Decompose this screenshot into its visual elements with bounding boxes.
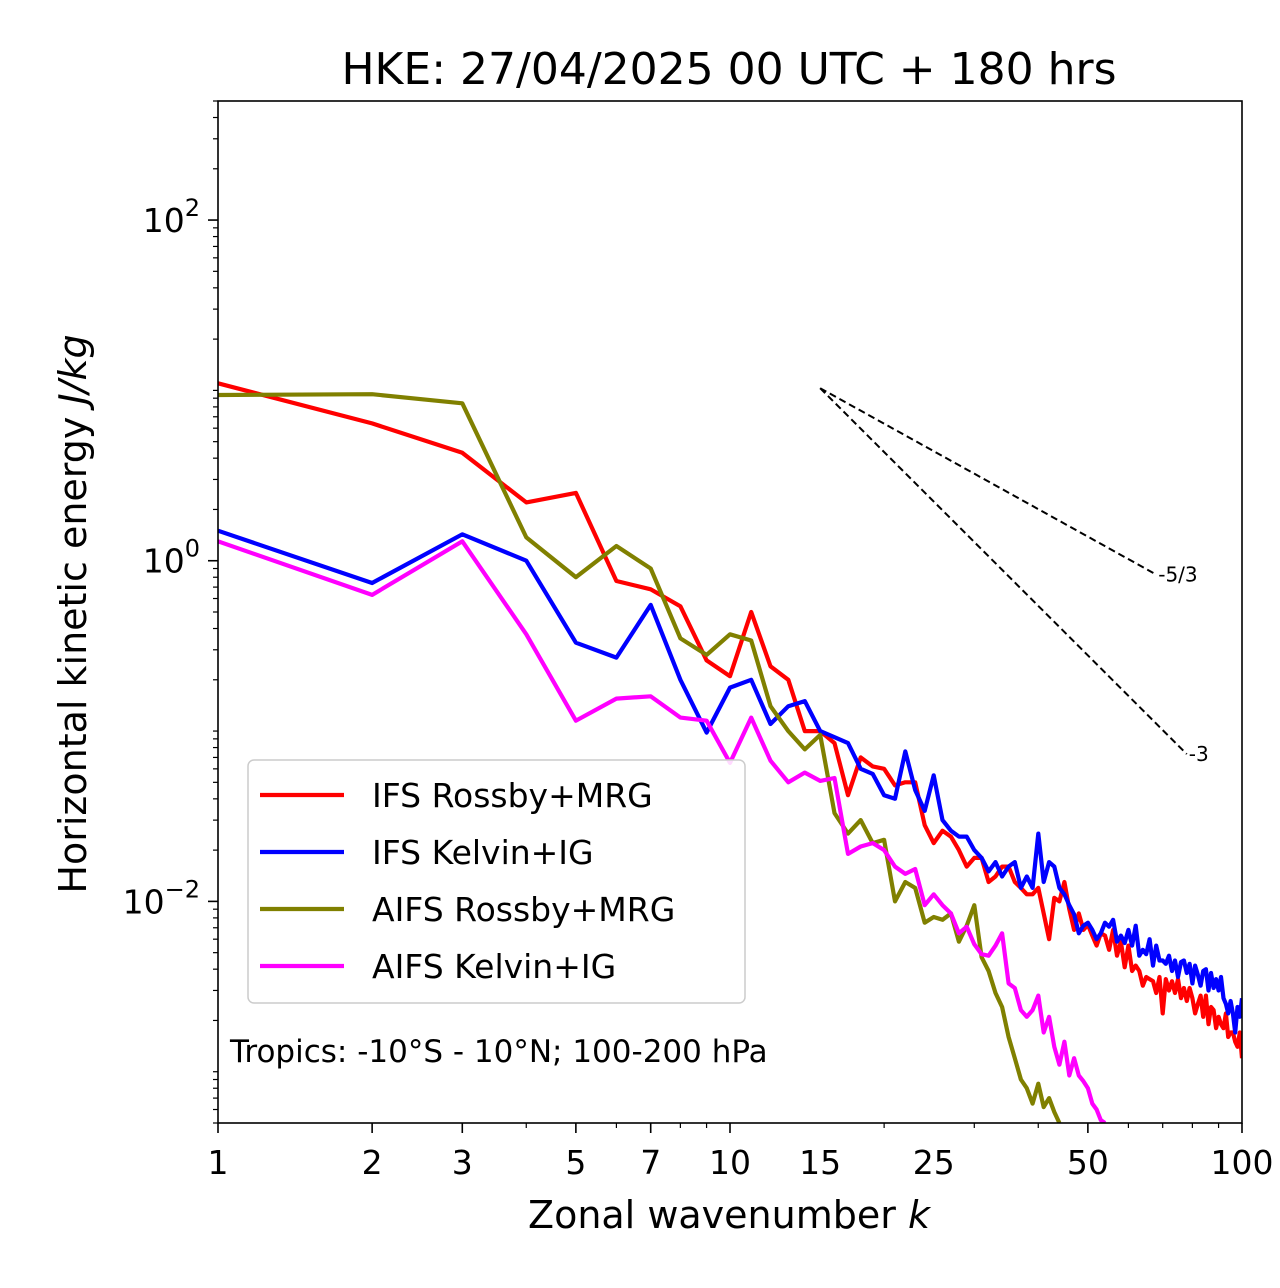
slope-label-3: -3 — [1189, 742, 1209, 766]
series-line-aifs-kelvin-ig — [218, 539, 1107, 1123]
region-annotation: Tropics: -10°S - 10°N; 100-200 hPa — [229, 1034, 768, 1070]
x-axis-label: Zonal wavenumber k — [528, 1193, 932, 1237]
x-axis-ticks: 1 2 3 5 7 10 15 25 50 100 — [208, 1123, 1274, 1182]
legend-label-ifs-rossby-mrg: IFS Rossby+MRG — [372, 776, 653, 815]
y-tick-label: 102 — [143, 194, 200, 240]
x-tick-label: 100 — [1211, 1143, 1274, 1182]
series-line-aifs-rossby-mrg — [218, 392, 1062, 1123]
legend-label-aifs-kelvin-ig: AIFS Kelvin+IG — [372, 947, 616, 986]
y-tick-label: 100 — [143, 535, 200, 581]
x-tick-label: 5 — [565, 1143, 586, 1182]
x-tick-label: 50 — [1067, 1143, 1109, 1182]
y-tick-label: 10−2 — [123, 875, 200, 921]
slope-label-5-3: -5/3 — [1158, 563, 1197, 587]
plot-frame — [217, 100, 1243, 1124]
x-tick-label: 10 — [709, 1143, 751, 1182]
legend-box — [247, 759, 746, 1004]
x-tick-label: 3 — [452, 1143, 473, 1182]
x-tick-label: 15 — [799, 1143, 841, 1182]
x-tick-label: 25 — [913, 1143, 955, 1182]
legend-label-aifs-rossby-mrg: AIFS Rossby+MRG — [372, 890, 675, 929]
x-axis-variable: k — [908, 1193, 932, 1237]
series-layer — [218, 381, 1242, 1123]
y-axis-units: J/kg — [51, 334, 95, 411]
legend-label-ifs-kelvin-ig: IFS Kelvin+IG — [372, 833, 594, 872]
y-axis-label: Horizontal kinetic energy J/kg — [51, 334, 95, 893]
series-line-ifs-kelvin-ig — [218, 528, 1242, 1035]
slope-line-5-3 — [819, 387, 1157, 576]
x-tick-label: 1 — [208, 1143, 229, 1182]
slope-line-3 — [819, 387, 1188, 755]
y-axis-ticks: 10−2 100 102 — [123, 100, 218, 1124]
reference-slopes: -5/3 -3 — [819, 387, 1209, 766]
x-tick-label: 2 — [362, 1143, 383, 1182]
x-tick-label: 7 — [640, 1143, 661, 1182]
chart-title: HKE: 27/04/2025 00 UTC + 180 hrs — [341, 44, 1116, 95]
legend: IFS Rossby+MRG IFS Kelvin+IG AIFS Rossby+M… — [247, 759, 746, 1004]
